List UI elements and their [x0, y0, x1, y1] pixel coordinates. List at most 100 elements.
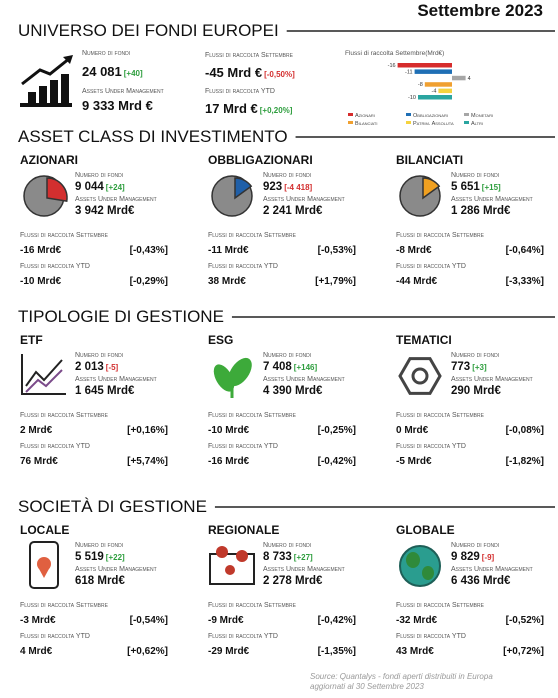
funds-value: 5 651 [+15] [451, 181, 501, 193]
aum-label: Assets Under Management [451, 196, 533, 203]
aum-label: Assets Under Management [263, 376, 345, 383]
funds-value: 24 081 [+40] [82, 64, 143, 79]
flows-ytd-label: Flussi di raccolta YTD [396, 443, 466, 450]
icon-land [406, 552, 420, 568]
change: [-5] [106, 363, 119, 372]
flows-ytd-pct: [-0,29%] [130, 276, 168, 287]
change: [+24] [106, 183, 125, 192]
card-name: BILANCIATI [396, 153, 463, 167]
icon-pin [225, 565, 235, 575]
value: 5 651 [451, 181, 480, 193]
aum-value: 2 241 Mrd€ [263, 205, 323, 217]
flows-sep-value: -3 Mrd€ [20, 615, 56, 626]
flows-sep-label: Flussi di raccolta Settembre [396, 602, 485, 609]
flows-ytd-value: -5 Mrd€ [396, 456, 432, 467]
card-name: TEMATICI [396, 333, 452, 347]
change: [+15] [482, 183, 501, 192]
change: [-4 418] [284, 183, 312, 192]
change: [+3] [472, 363, 487, 372]
icon [21, 354, 66, 395]
flows-sep-label: Flussi di raccolta Settembre [208, 412, 297, 419]
card-name: LOCALE [20, 523, 69, 537]
flows-sep-label: Flussi di raccolta Settembre [208, 232, 297, 239]
icon-hexagon [398, 357, 442, 395]
aum-value: 290 Mrd€ [451, 385, 501, 397]
value-label: -10 [408, 95, 416, 101]
flows-sep-pct: [-0,64%] [506, 245, 544, 256]
aum-value: 4 390 Mrd€ [263, 385, 323, 397]
funds-value: 9 044 [+24] [75, 181, 125, 193]
icon-leaf [228, 357, 252, 387]
flows-sep-label: Flussi di raccolta Settembre [20, 602, 109, 609]
flows-ytd-label: Flussi di raccolta YTD [396, 263, 466, 270]
funds-label: Numero di fondi [75, 542, 123, 549]
value: -45 Mrd € [205, 65, 262, 80]
change: [+146] [294, 363, 318, 372]
icon-line [25, 369, 63, 393]
funds-label: Numero di fondi [451, 542, 499, 549]
flows-ytd-value: -44 Mrd€ [396, 276, 438, 287]
change: [+40] [124, 69, 143, 78]
change: [+27] [294, 553, 313, 562]
aum-label: Assets Under Management [263, 566, 345, 573]
aum-value: 618 Mrd€ [75, 575, 125, 587]
value-label: -4 [432, 89, 437, 95]
flows-sep-value: -10 Mrd€ [208, 425, 250, 436]
section-title: TIPOLOGIE DI GESTIONE [18, 307, 224, 326]
flows-ytd-pct: [+0,72%] [503, 646, 544, 657]
source-note: aggiornati al 30 Settembre 2023 [310, 682, 424, 691]
icon-wedge [234, 177, 253, 200]
aum-value: 2 278 Mrd€ [263, 575, 323, 587]
section-title: UNIVERSO DEI FONDI EUROPEI [18, 21, 279, 40]
flows-ytd-value: -29 Mrd€ [208, 646, 250, 657]
flows-sep-pct: [-0,52%] [506, 615, 544, 626]
source-note: Source: Quantalys - fondi aperti distrib… [310, 672, 493, 681]
value-label: -16 [388, 63, 396, 69]
flows-ytd-pct: [+0,62%] [127, 646, 168, 657]
flows-sep-value: -32 Mrd€ [396, 615, 438, 626]
funds-value: 7 408 [+146] [263, 361, 317, 373]
flows-sep-label: Flussi di raccolta Settembre [396, 412, 485, 419]
icon-land [422, 566, 434, 580]
aum-label: Assets Under Management [451, 566, 533, 573]
aum-label: Assets Under Management [451, 376, 533, 383]
flows-ytd-pct: [-1,82%] [506, 456, 544, 467]
legend-label: Bilanciati [355, 121, 378, 127]
flows-ytd-label: Flussi di raccolta YTD [208, 443, 278, 450]
change: [+22] [106, 553, 125, 562]
change: [+0,20%] [260, 106, 293, 115]
icon-pin [38, 567, 50, 578]
legend-label: Patrim. Assoluta [413, 121, 454, 127]
icon-axis [21, 354, 66, 395]
flows-ytd-value: -16 Mrd€ [208, 456, 250, 467]
value-label: 4 [468, 76, 471, 82]
flows-sep-value: 0 Mrd€ [396, 425, 429, 436]
legend-label: Monetari [471, 113, 493, 119]
funds-value: 923 [-4 418] [263, 181, 313, 193]
icon-wedge [422, 177, 441, 200]
value-label: -11 [405, 69, 413, 75]
value: 9 044 [75, 181, 104, 193]
flows-sep-value: -16 Mrd€ [20, 245, 62, 256]
value: 773 [451, 361, 470, 373]
funds-label: Numero di fondi [75, 352, 123, 359]
legend-label: Azionari [355, 113, 375, 119]
legend-swatch [464, 113, 469, 116]
funds-label: Numero di fondi [82, 50, 130, 57]
icon-map [209, 553, 255, 585]
aum-label: Assets Under Management [75, 196, 157, 203]
flows-ytd-label: Flussi di raccolta YTD [20, 443, 90, 450]
value-label: -8 [418, 82, 423, 88]
card-name: OBBLIGAZIONARI [208, 153, 313, 167]
bar [418, 95, 452, 100]
flows-ytd-label: Flussi di raccolta YTD [396, 633, 466, 640]
funds-label: Numero di fondi [451, 352, 499, 359]
value: 8 733 [263, 551, 292, 563]
aum-label: Assets Under Management [82, 88, 164, 95]
chart-title: Flussi di raccolta Settembre(Mrd€) [345, 50, 444, 57]
funds-label: Numero di fondi [263, 352, 311, 359]
aum-value: 1 286 Mrd€ [451, 205, 511, 217]
flows-sep-pct: [-0,42%] [318, 615, 356, 626]
change: [-9] [482, 553, 495, 562]
growth-icon [20, 55, 73, 107]
